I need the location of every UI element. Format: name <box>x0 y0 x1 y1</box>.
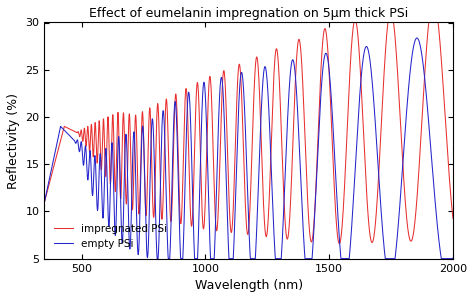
Legend: impregnated PSi, empty PSi: impregnated PSi, empty PSi <box>50 220 171 254</box>
Y-axis label: Reflectivity (%): Reflectivity (%) <box>7 93 20 189</box>
impregnated PSi <box>428 2 434 5</box>
empty PSi <box>241 100 247 103</box>
impregnated PSi <box>122 142 128 145</box>
Line: empty PSi: empty PSi <box>45 38 453 259</box>
empty PSi <box>122 165 128 169</box>
empty PSi <box>414 36 420 40</box>
Title: Effect of eumelanin impregnation on 5μm thick PSi: Effect of eumelanin impregnation on 5μm … <box>89 7 409 20</box>
impregnated PSi <box>59 136 64 139</box>
impregnated PSi <box>450 216 456 220</box>
empty PSi <box>44 192 49 195</box>
empty PSi <box>428 155 434 158</box>
empty PSi <box>450 256 456 260</box>
impregnated PSi <box>241 170 247 174</box>
impregnated PSi <box>428 2 434 5</box>
empty PSi <box>155 257 160 260</box>
impregnated PSi <box>337 242 342 245</box>
empty PSi <box>66 133 72 137</box>
Line: impregnated PSi: impregnated PSi <box>45 4 453 244</box>
empty PSi <box>42 200 47 204</box>
impregnated PSi <box>66 127 72 130</box>
X-axis label: Wavelength (nm): Wavelength (nm) <box>195 279 303 292</box>
impregnated PSi <box>44 193 49 197</box>
impregnated PSi <box>42 200 47 204</box>
empty PSi <box>59 126 64 129</box>
